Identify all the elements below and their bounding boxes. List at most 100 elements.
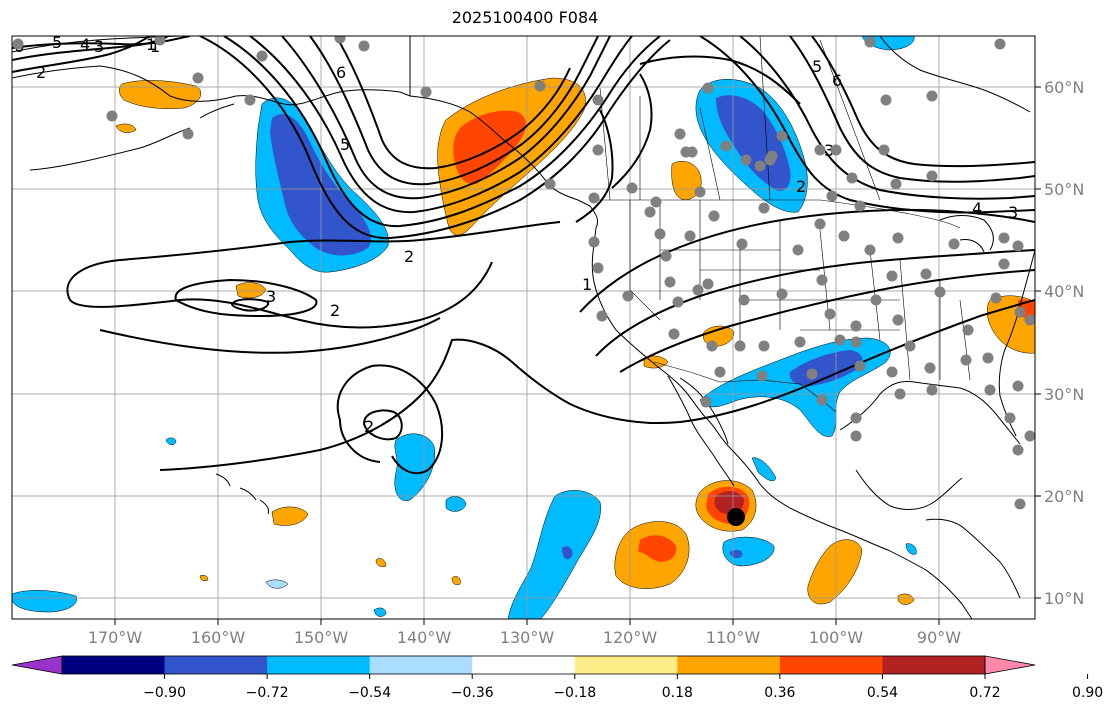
station-dot	[12, 38, 24, 50]
station-dot	[622, 290, 634, 302]
contour-label: 2	[404, 247, 414, 266]
station-dot	[674, 128, 686, 140]
contour-label: 1	[582, 275, 592, 294]
station-dot	[830, 144, 842, 156]
station-dot	[192, 72, 204, 84]
colorbar-tick-label: −0.54	[348, 685, 391, 701]
station-dot	[706, 340, 718, 352]
colorbar-low-extend	[11, 655, 63, 675]
contour-labels: 6 5 4 3 1 2 2 3 5 6 1 2 2 3 4 3 1 6 5 2	[14, 33, 1018, 436]
station-dot	[1024, 430, 1035, 442]
station-dot	[792, 244, 804, 256]
coast-uswest	[591, 227, 973, 619]
contour-label: 6	[832, 71, 842, 90]
station-dot	[794, 336, 806, 348]
fill-baja-cyan	[751, 457, 777, 482]
station-dot	[588, 192, 600, 204]
station-dot	[892, 232, 904, 244]
station-dot	[850, 320, 862, 332]
station-dot	[684, 230, 696, 242]
contour-ridge-6	[335, 36, 571, 170]
station-dot	[596, 310, 608, 322]
station-dot	[650, 196, 662, 208]
station-dot	[926, 170, 938, 182]
station-dot	[588, 236, 600, 248]
station-dot	[854, 200, 866, 212]
station-dot	[892, 314, 904, 326]
lat-label: 50°N	[1044, 180, 1084, 199]
station-dot	[776, 130, 788, 142]
lon-label: 110°W	[706, 628, 761, 647]
coast-centralamerica	[925, 518, 1021, 599]
station-dot	[814, 144, 826, 156]
colorbar-segment	[62, 656, 166, 674]
contour-label: 5	[340, 135, 350, 154]
station-dot	[708, 210, 720, 222]
colorbar-tick-label: −0.72	[246, 685, 289, 701]
station-dot	[878, 144, 890, 156]
station-dot	[672, 296, 684, 308]
contour-subtrop-2	[159, 299, 1035, 471]
station-dot	[926, 90, 938, 102]
contour-pacific-low	[174, 278, 318, 318]
station-dot	[544, 178, 556, 190]
coast-aleutians	[29, 103, 235, 171]
map-frame	[11, 35, 1036, 620]
station-dot	[534, 80, 546, 92]
station-dot	[664, 276, 676, 288]
colorbar-tick-label: 0.54	[867, 685, 898, 701]
station-dot	[846, 172, 858, 184]
station-dot	[838, 230, 850, 242]
contour-label: 1	[150, 37, 160, 56]
fill-central-pacific-cyan	[507, 490, 601, 619]
colorbar: −0.90 −0.72 −0.54 −0.36 −0.18 0.18 0.36 0.54 0.7…	[11, 655, 1103, 701]
lon-label: 130°W	[500, 628, 555, 647]
contour-label: 4	[80, 35, 90, 54]
station-dot	[702, 82, 714, 94]
station-dot	[890, 178, 902, 190]
colorbar-outline	[61, 655, 986, 675]
axis-ticks: 170°W 160°W 150°W 140°W 130°W 120°W 110°W 100°W…	[88, 78, 1085, 647]
contour-trough-2	[739, 36, 1035, 200]
colorbar-segment	[677, 656, 781, 674]
station-dot	[990, 292, 1002, 304]
lon-label: 160°W	[191, 628, 246, 647]
station-dot	[592, 144, 604, 156]
contour-nw-1	[575, 109, 614, 223]
station-dot	[420, 86, 432, 98]
station-dot	[1014, 498, 1026, 510]
contour-pacific-big	[66, 221, 561, 329]
fill-pac-small-cyan3	[373, 607, 387, 617]
contour-label: 2	[36, 63, 46, 82]
station-dot	[714, 366, 726, 378]
contour-mid-2	[595, 249, 1035, 357]
contour-label: 2	[330, 301, 340, 320]
lat-label: 40°N	[1044, 282, 1084, 301]
fill-pacific-redorange-blob	[638, 535, 677, 562]
station-dot	[824, 308, 836, 320]
border-us-mexico	[653, 361, 837, 413]
contour-ridge-3	[249, 36, 633, 214]
station-dot	[592, 262, 604, 274]
contour-label: 3	[824, 141, 834, 160]
colorbar-segment	[164, 656, 268, 674]
colorbar-segment	[369, 656, 473, 674]
station-dot	[660, 250, 672, 262]
contour-label: 5	[52, 33, 62, 52]
lon-label: 120°W	[603, 628, 658, 647]
station-dot	[894, 388, 906, 400]
colorbar-tick-label: −0.36	[451, 685, 494, 701]
contour-label: 1	[146, 35, 156, 54]
station-dot	[1012, 444, 1024, 456]
border-us-canada	[590, 199, 961, 229]
station-dot	[592, 94, 604, 106]
contour-label: 4	[972, 199, 982, 218]
station-dot	[720, 140, 732, 152]
lat-label: 20°N	[1044, 487, 1084, 506]
fill-pacific-orange-d	[375, 558, 387, 567]
station-dot	[1012, 240, 1024, 252]
fill-pacific-cyan-b	[445, 496, 467, 512]
station-dot	[962, 324, 974, 336]
contour-low-2	[336, 364, 444, 475]
